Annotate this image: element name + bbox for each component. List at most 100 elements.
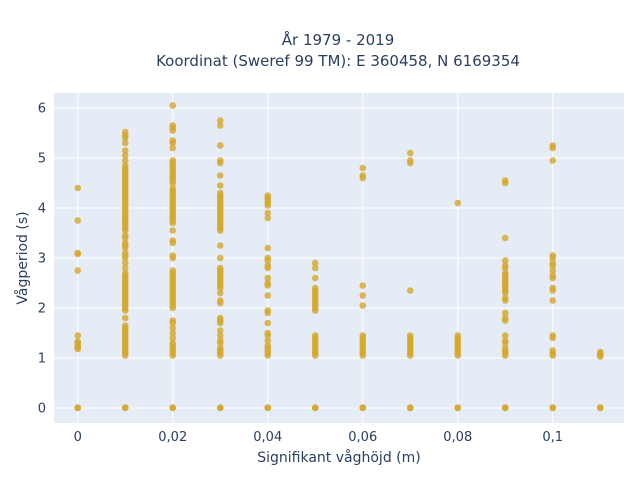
data-point [169,324,177,332]
data-point [501,262,509,269]
chart-title-line2: Koordinat (Sweref 99 TM): E 360458, N 61… [156,52,520,70]
data-point [264,279,272,287]
data-point [216,289,224,297]
data-point [121,157,129,164]
data-point [549,259,557,267]
data-point [216,142,224,149]
data-point [169,144,177,152]
data-point [74,338,82,345]
data-point [121,162,129,169]
data-point [359,332,367,339]
data-point [216,117,224,124]
data-point [169,227,177,234]
data-point [121,404,129,411]
data-point [121,139,129,147]
data-point [501,269,509,277]
data-point [359,164,367,172]
data-point [169,102,177,109]
data-point [406,287,414,294]
data-point [549,267,557,274]
data-point [169,122,177,129]
y-tick-label: 2 [38,302,46,317]
data-point [406,404,414,411]
data-point [311,404,319,411]
data-point [311,259,319,267]
data-point [169,317,177,324]
y-tick-label: 1 [38,352,46,367]
data-point [121,249,129,257]
data-point [501,337,509,344]
data-point [121,259,129,267]
data-point [216,344,224,352]
data-point [406,332,414,339]
data-point [216,264,224,272]
data-point [74,217,82,224]
data-point [74,332,82,339]
data-point [121,232,129,239]
y-axis-ticks: 0 1 2 3 4 5 6 [38,102,46,417]
data-point [216,332,224,339]
data-point [264,319,272,327]
data-point [264,404,272,411]
data-point [264,307,272,314]
data-point [501,257,509,264]
data-point [169,137,177,144]
data-point [216,314,224,322]
data-point [501,177,509,184]
x-tick-label: 0,02 [158,430,187,445]
data-point [121,128,129,136]
data-point [121,239,129,247]
data-point [121,269,129,277]
data-point [549,157,557,164]
data-point [169,157,177,164]
data-point [169,252,177,259]
data-point [501,314,509,322]
data-point [216,242,224,249]
data-point [359,292,367,299]
y-tick-label: 0 [38,402,46,417]
data-point [216,172,224,179]
y-axis-title: Vågperiod (s) [14,211,31,304]
data-point [264,214,272,222]
data-point [264,262,272,269]
data-point [501,309,509,317]
data-point [169,404,177,411]
data-point [74,404,82,411]
data-point [264,342,272,349]
data-point [501,344,509,352]
data-point [74,267,82,274]
data-point [501,294,509,302]
data-point [454,332,462,339]
data-point [359,404,367,411]
data-point [549,297,557,304]
data-point [311,284,319,292]
y-tick-label: 3 [38,252,46,267]
x-tick-label: 0,08 [443,430,472,445]
x-axis-title: Signifikant våghöjd (m) [257,449,420,466]
data-point [596,404,604,411]
x-tick-label: 0,06 [348,430,377,445]
data-point [359,282,367,289]
data-point [264,337,272,344]
data-point [311,274,319,282]
data-point [501,234,509,242]
data-point [311,332,319,339]
data-point [549,272,557,279]
x-tick-label: 0,04 [253,430,282,445]
data-point [264,192,272,199]
data-point [169,184,177,192]
data-point [549,332,557,339]
x-tick-label: 0 [74,430,82,445]
data-point [169,237,177,244]
data-point [454,404,462,411]
data-point [216,337,224,344]
data-point [169,267,177,274]
data-point [406,149,414,157]
data-point [596,348,604,356]
data-point [216,189,224,197]
data-point [549,404,557,411]
data-point [501,404,509,411]
data-point [216,182,224,189]
data-point [169,339,177,347]
